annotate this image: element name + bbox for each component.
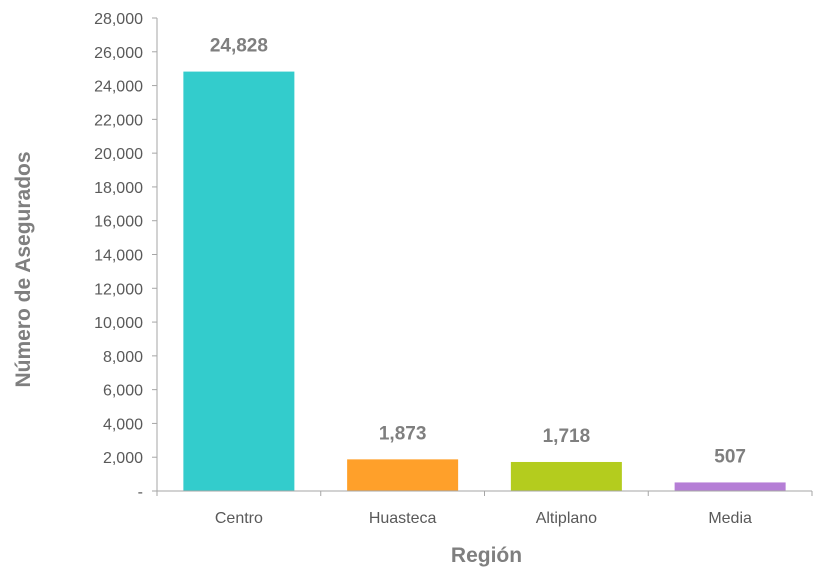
bars: 24,828 1,873 1,718 507 — [183, 36, 786, 492]
y-tick-label: 20,000 — [94, 146, 143, 163]
bar-huasteca — [347, 459, 459, 491]
y-tick-label: 8,000 — [103, 349, 143, 366]
y-tick-label: 22,000 — [94, 112, 143, 129]
x-tick-label: Altiplano — [536, 510, 597, 527]
y-tick-label: 26,000 — [94, 45, 143, 62]
data-label: 1,718 — [543, 426, 591, 447]
data-label: 24,828 — [210, 36, 268, 57]
bar-media — [674, 482, 786, 491]
x-tick-label: Centro — [215, 510, 263, 527]
x-tick-label: Media — [708, 510, 752, 527]
x-tick-label: Huasteca — [369, 510, 437, 527]
x-axis-ticks: Centro Huasteca Altiplano Media — [156, 491, 813, 527]
y-tick-label: 16,000 — [94, 214, 143, 231]
x-axis-title: Región — [451, 544, 522, 567]
y-tick-label: 28,000 — [94, 11, 143, 28]
y-tick-label: 10,000 — [94, 315, 143, 332]
bar-altiplano — [510, 461, 622, 491]
y-axis-ticks: - 2,000 4,000 6,000 8,000 10,000 12,000 14,000 1… — [94, 11, 157, 501]
bar-centro — [183, 71, 295, 492]
y-tick-label: 2,000 — [103, 450, 143, 467]
y-tick-label: 12,000 — [94, 281, 143, 298]
y-axis-title: Número de Asegurados — [12, 151, 35, 387]
data-label: 507 — [714, 446, 746, 467]
y-tick-label: 18,000 — [94, 180, 143, 197]
y-tick-label: - — [138, 484, 143, 501]
y-tick-label: 6,000 — [103, 383, 143, 400]
data-label: 1,873 — [379, 423, 427, 444]
y-tick-label: 14,000 — [94, 248, 143, 265]
y-tick-label: 4,000 — [103, 416, 143, 433]
y-tick-label: 24,000 — [94, 79, 143, 96]
